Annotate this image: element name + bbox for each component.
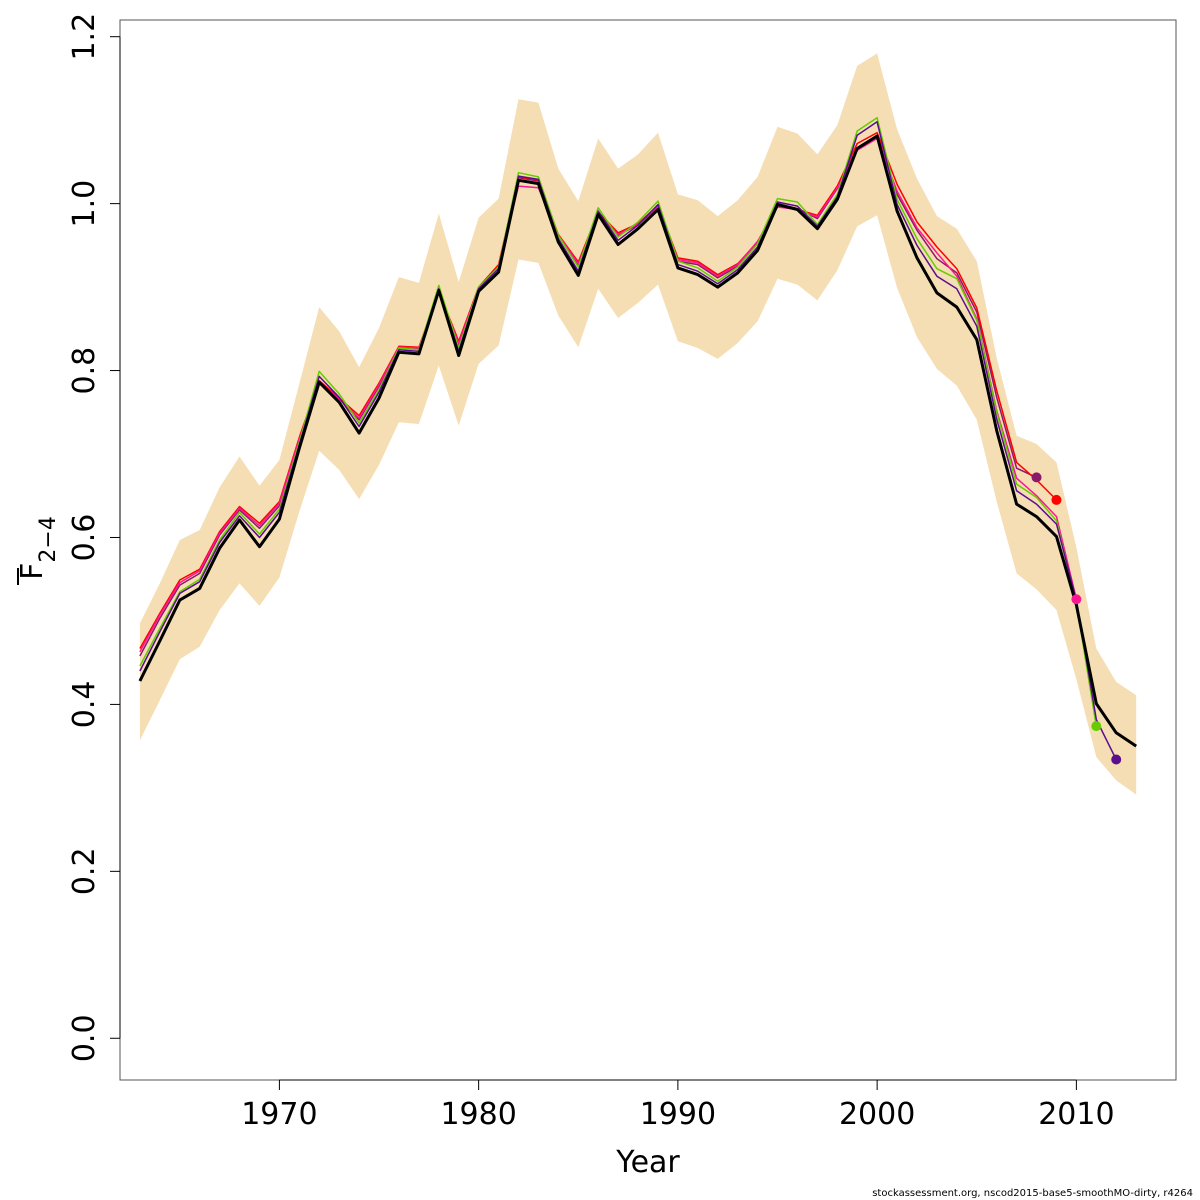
y-tick-label: 0.2	[67, 847, 102, 895]
x-tick-label: 1980	[440, 1097, 516, 1132]
confidence-band	[139, 53, 1137, 795]
x-tick-label: 2000	[839, 1097, 915, 1132]
svg-text:F2−4: F2−4	[15, 516, 61, 580]
y-axis-title: F2−4	[15, 516, 61, 585]
y-tick-label: 1.0	[67, 180, 102, 228]
y-tick-label: 0.4	[67, 681, 102, 729]
confidence-band-layer	[139, 53, 1137, 795]
x-tick-label: 1970	[241, 1097, 317, 1132]
y-axis-title-main: F	[15, 563, 50, 580]
y-tick-label: 0.0	[67, 1014, 102, 1062]
series-endpoint-marker-3	[1071, 594, 1082, 605]
x-tick-label: 2010	[1038, 1097, 1114, 1132]
credit-text: stockassessment.org, nscod2015-base5-smo…	[872, 1188, 1193, 1199]
marker-layer	[1031, 472, 1122, 765]
series-line-base	[138, 134, 1138, 748]
y-tick-label: 0.8	[67, 347, 102, 395]
axes: 1970 1980 1990 2000 2010 0.0 0.2 0.4 0.6 0.8 1.0 1.…	[67, 13, 1115, 1132]
series-endpoint-marker-2	[1051, 494, 1062, 505]
series-endpoint-marker-4	[1091, 721, 1102, 732]
y-tick-label: 0.6	[67, 514, 102, 562]
series-endpoint-marker-1	[1031, 472, 1042, 483]
series-layer	[138, 116, 1138, 760]
y-tick-label: 1.2	[67, 13, 102, 61]
series-endpoint-marker-5	[1111, 754, 1122, 765]
x-axis-title: Year	[615, 1145, 680, 1180]
series-line-peel-3	[139, 137, 1078, 653]
y-axis-title-subscript: 2−4	[36, 516, 61, 562]
x-tick-label: 1990	[640, 1097, 716, 1132]
